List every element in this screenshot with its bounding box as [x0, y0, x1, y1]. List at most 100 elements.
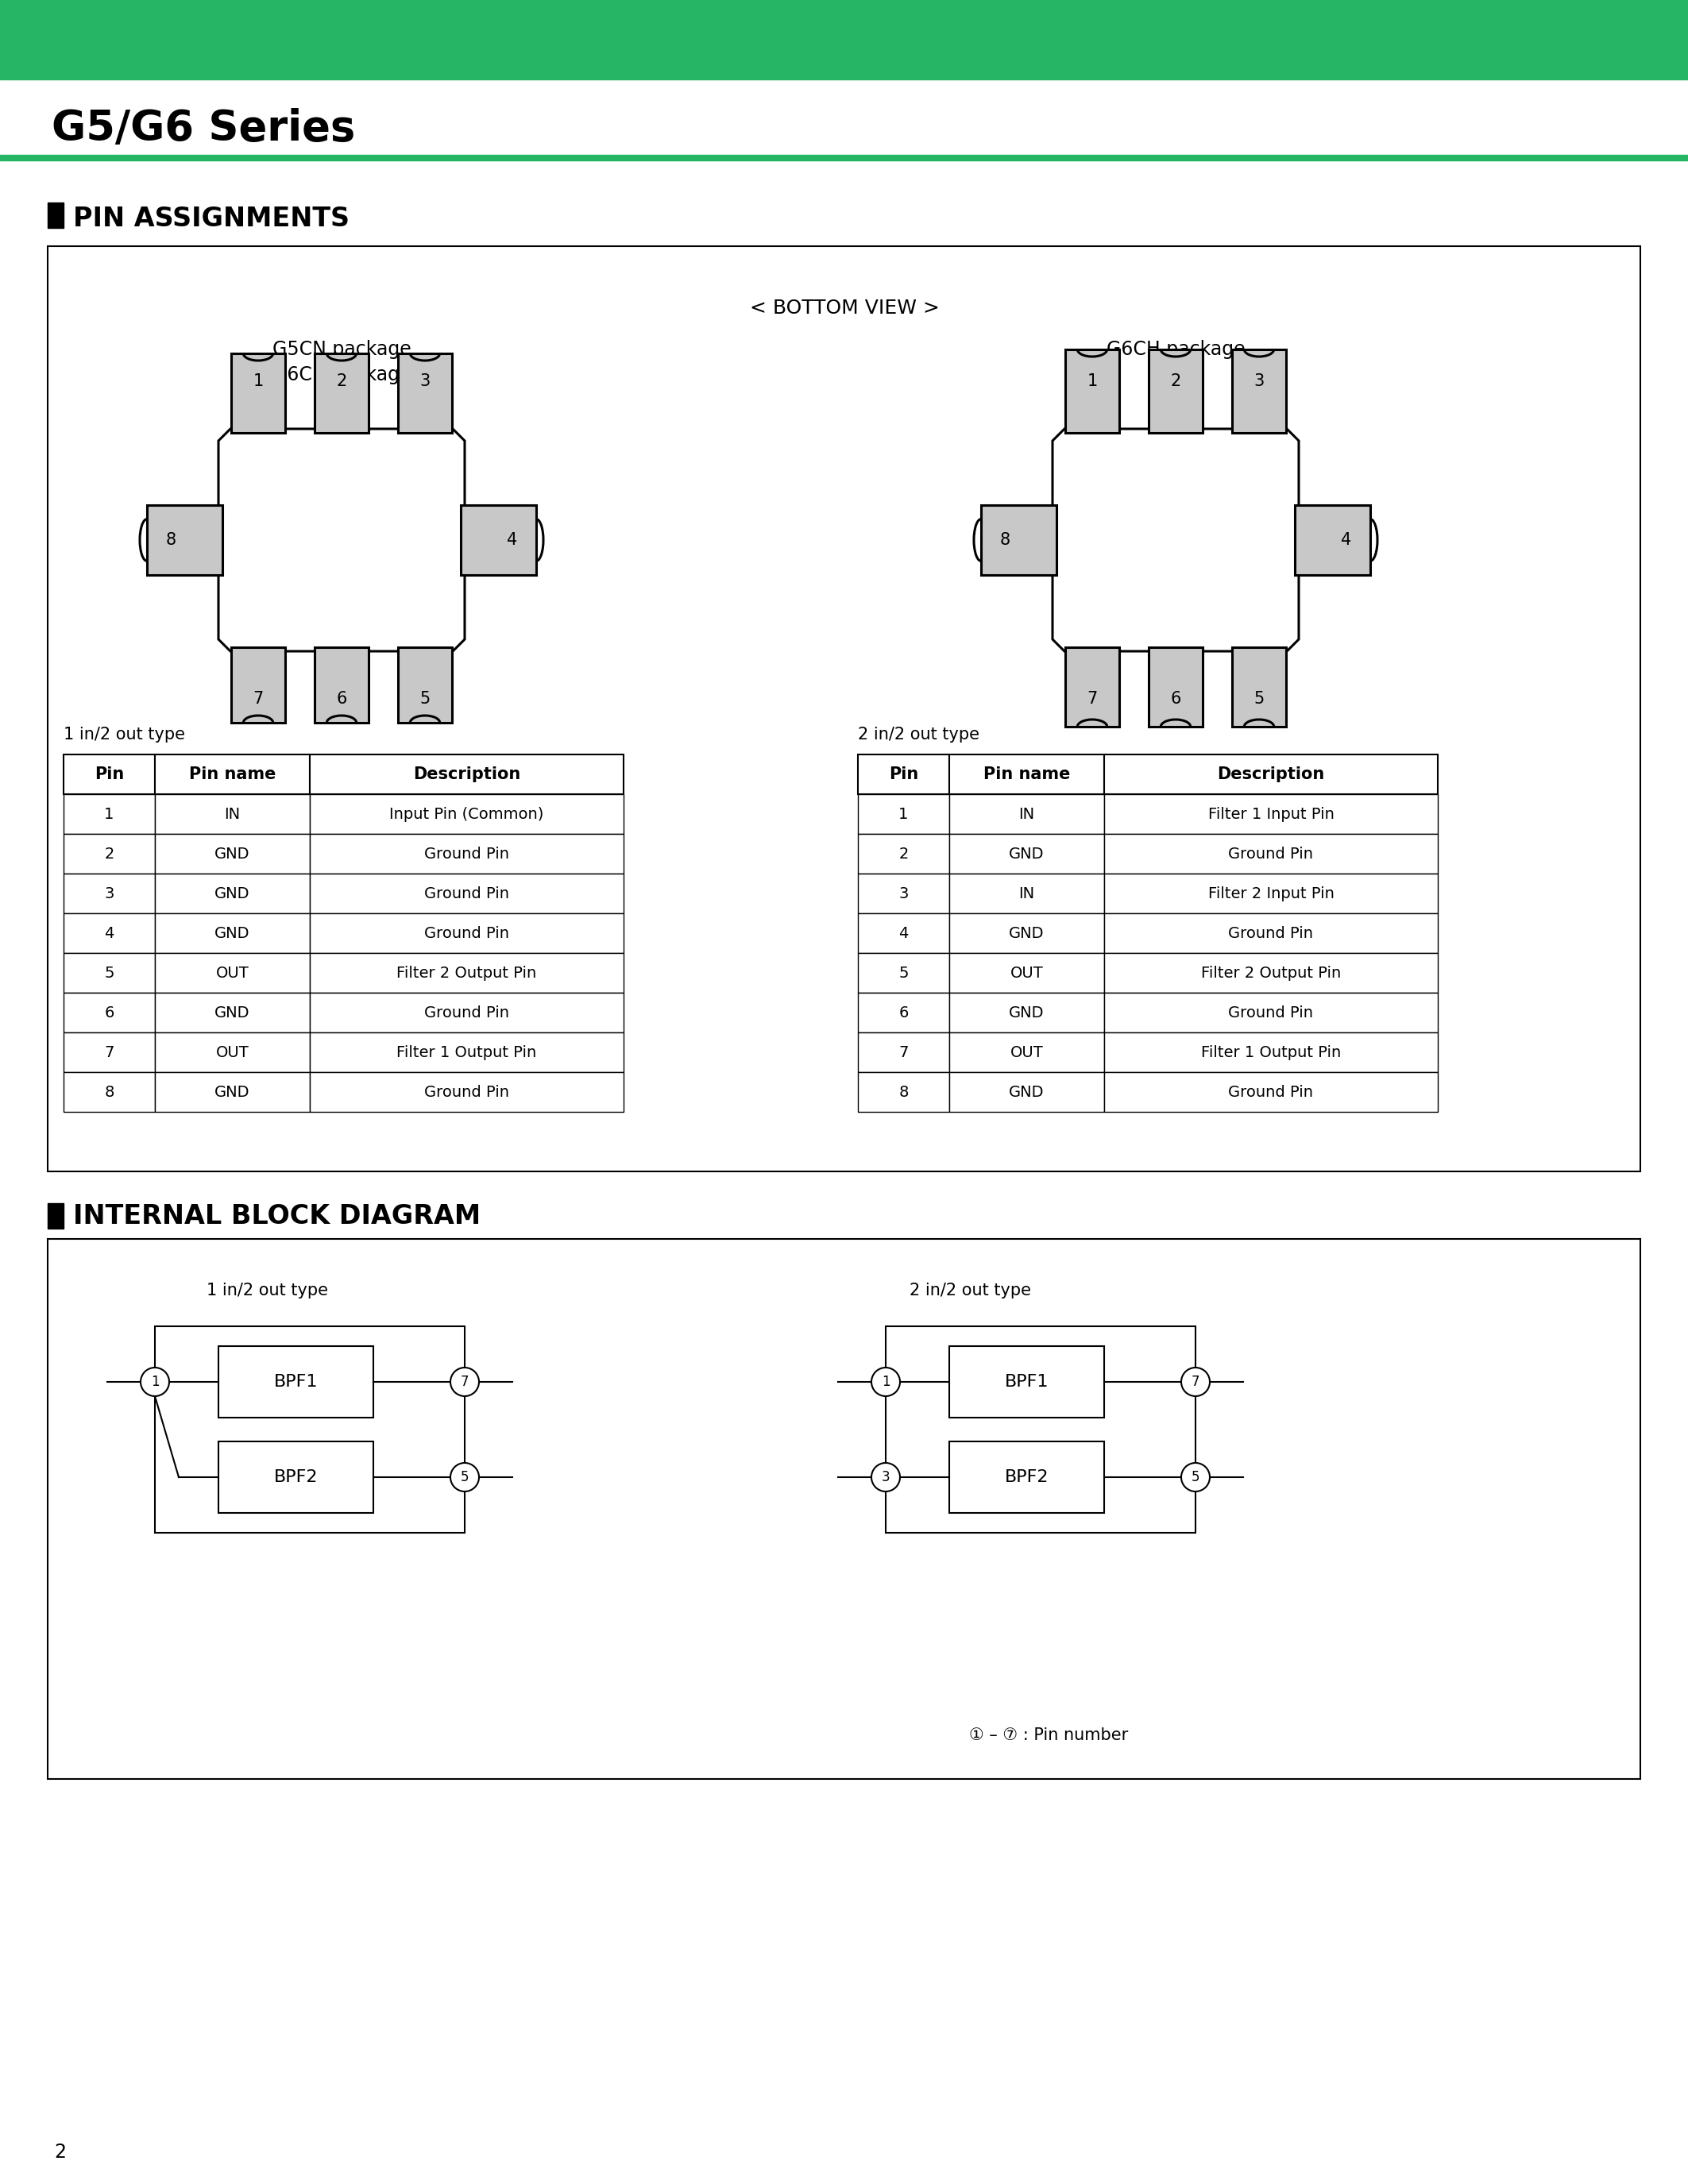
Bar — [218, 1441, 373, 1514]
Text: GND: GND — [1009, 1085, 1045, 1099]
Bar — [858, 994, 949, 1033]
Bar — [0, 0, 1688, 79]
Bar — [858, 1033, 949, 1072]
Text: 1: 1 — [1087, 373, 1097, 389]
Bar — [949, 1033, 1104, 1072]
Text: Pin: Pin — [890, 767, 918, 782]
Bar — [155, 1033, 311, 1072]
Bar — [155, 1326, 464, 1533]
Text: 8: 8 — [999, 533, 1009, 548]
Bar — [858, 913, 949, 952]
Bar — [1148, 646, 1202, 727]
Text: 8: 8 — [165, 533, 176, 548]
Text: Filter 2 Output Pin: Filter 2 Output Pin — [1200, 965, 1340, 981]
Bar — [1104, 753, 1438, 795]
Circle shape — [1182, 1367, 1210, 1396]
Bar — [314, 646, 368, 723]
Bar — [981, 505, 1057, 574]
Bar — [64, 795, 155, 834]
Bar — [1232, 646, 1286, 727]
Bar — [64, 913, 155, 952]
Text: 3: 3 — [420, 373, 430, 389]
Text: 2: 2 — [898, 845, 908, 860]
Text: Ground Pin: Ground Pin — [1229, 926, 1313, 941]
Bar — [47, 1203, 64, 1230]
Bar — [311, 1033, 623, 1072]
Bar — [314, 354, 368, 432]
Text: 3: 3 — [1254, 373, 1264, 389]
Text: Filter 1 Output Pin: Filter 1 Output Pin — [1200, 1044, 1340, 1059]
Bar — [155, 834, 311, 874]
Text: ① – ⑦ : Pin number: ① – ⑦ : Pin number — [969, 1728, 1128, 1743]
Circle shape — [1182, 1463, 1210, 1492]
Bar — [311, 834, 623, 874]
Bar — [218, 1345, 373, 1417]
Bar — [311, 795, 623, 834]
Text: 6: 6 — [1170, 690, 1182, 708]
Bar — [949, 1441, 1104, 1514]
Bar — [311, 952, 623, 994]
Bar — [1104, 795, 1438, 834]
Text: 7: 7 — [105, 1044, 115, 1059]
Text: Description: Description — [414, 767, 520, 782]
Text: 4: 4 — [898, 926, 908, 941]
Bar — [1104, 952, 1438, 994]
Text: Input Pin (Common): Input Pin (Common) — [390, 806, 544, 821]
Text: 2: 2 — [1170, 373, 1182, 389]
Text: 1: 1 — [881, 1374, 890, 1389]
Text: GND: GND — [214, 887, 250, 902]
Bar — [64, 834, 155, 874]
Text: GND: GND — [1009, 926, 1045, 941]
Bar — [858, 753, 949, 795]
Bar — [64, 753, 155, 795]
Text: Pin name: Pin name — [189, 767, 275, 782]
Bar — [155, 913, 311, 952]
Text: GND: GND — [1009, 1005, 1045, 1020]
Text: 1: 1 — [105, 806, 115, 821]
Bar — [64, 1033, 155, 1072]
Bar — [858, 952, 949, 994]
Text: G6CN package: G6CN package — [272, 365, 410, 384]
Text: Filter 2 Output Pin: Filter 2 Output Pin — [397, 965, 537, 981]
Circle shape — [871, 1367, 900, 1396]
Text: Ground Pin: Ground Pin — [1229, 1085, 1313, 1099]
Text: IN: IN — [225, 806, 240, 821]
Text: OUT: OUT — [216, 965, 248, 981]
Bar — [1104, 1033, 1438, 1072]
Bar — [311, 913, 623, 952]
Bar — [155, 753, 311, 795]
Bar — [64, 952, 155, 994]
Bar — [398, 354, 452, 432]
Bar — [1104, 874, 1438, 913]
Bar — [949, 753, 1104, 795]
Bar — [147, 505, 223, 574]
Bar — [231, 646, 285, 723]
Text: PIN ASSIGNMENTS: PIN ASSIGNMENTS — [73, 205, 349, 232]
Text: Ground Pin: Ground Pin — [1229, 845, 1313, 860]
Text: BPF2: BPF2 — [273, 1470, 317, 1485]
Text: 5: 5 — [461, 1470, 469, 1485]
Bar — [949, 994, 1104, 1033]
Bar — [155, 952, 311, 994]
Bar — [47, 1238, 1641, 1780]
Polygon shape — [218, 428, 464, 651]
Text: 1 in/2 out type: 1 in/2 out type — [206, 1282, 327, 1299]
Bar — [1104, 994, 1438, 1033]
Text: G5/G6 Series: G5/G6 Series — [52, 107, 354, 149]
Text: Pin: Pin — [95, 767, 123, 782]
Text: GND: GND — [1009, 845, 1045, 860]
Bar — [949, 952, 1104, 994]
Bar — [949, 834, 1104, 874]
Bar — [1232, 349, 1286, 432]
Text: Description: Description — [1217, 767, 1325, 782]
Bar — [1065, 349, 1119, 432]
Bar — [47, 203, 64, 227]
Text: 7: 7 — [898, 1044, 908, 1059]
Bar — [47, 247, 1641, 1171]
Bar — [155, 874, 311, 913]
Text: GND: GND — [214, 845, 250, 860]
Bar — [1104, 1072, 1438, 1112]
Circle shape — [140, 1367, 169, 1396]
Text: Ground Pin: Ground Pin — [424, 1085, 510, 1099]
Text: GND: GND — [214, 1005, 250, 1020]
